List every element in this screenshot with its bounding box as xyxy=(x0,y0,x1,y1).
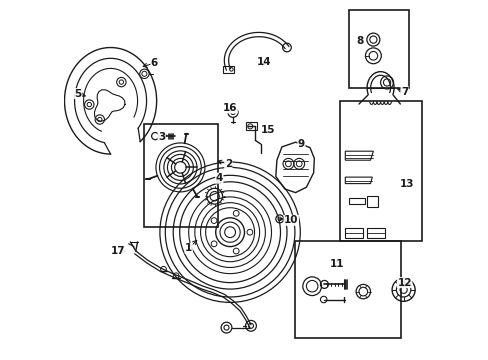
Text: 2: 2 xyxy=(224,159,231,169)
Bar xyxy=(143,124,217,227)
Text: 14: 14 xyxy=(257,57,271,67)
Text: 15: 15 xyxy=(260,125,275,135)
Text: 8: 8 xyxy=(355,36,363,46)
Bar xyxy=(339,101,421,241)
Text: 7: 7 xyxy=(400,87,407,97)
Text: 17: 17 xyxy=(110,246,125,256)
Text: 1: 1 xyxy=(184,243,192,253)
Text: 6: 6 xyxy=(151,58,158,68)
Text: 10: 10 xyxy=(284,215,298,225)
Text: 4: 4 xyxy=(215,173,223,183)
Text: 3: 3 xyxy=(158,132,165,142)
Text: 12: 12 xyxy=(397,278,411,288)
Text: 5: 5 xyxy=(74,89,81,99)
Text: 13: 13 xyxy=(399,179,414,189)
Bar xyxy=(348,10,408,88)
Text: 16: 16 xyxy=(223,103,237,113)
Text: 9: 9 xyxy=(297,139,305,149)
Bar xyxy=(294,241,400,338)
Text: 11: 11 xyxy=(329,258,344,269)
